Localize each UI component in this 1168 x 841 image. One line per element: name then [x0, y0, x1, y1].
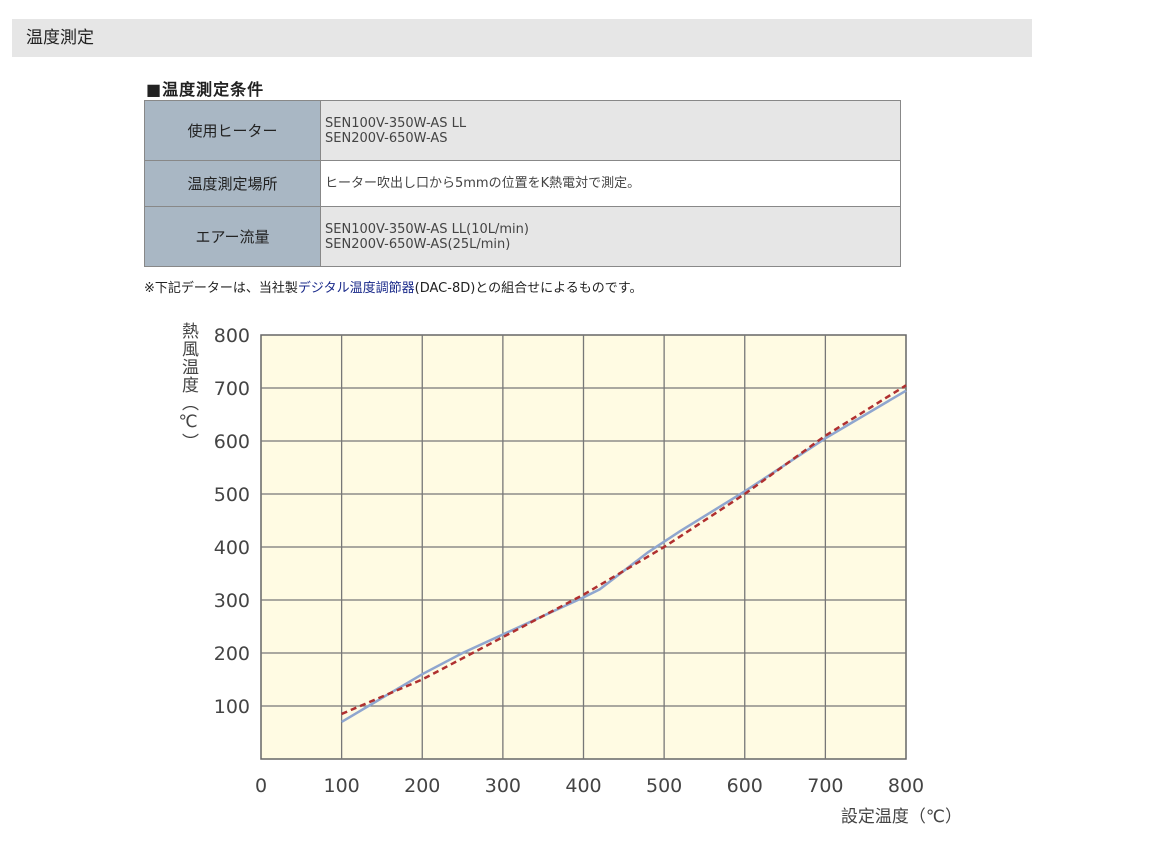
- y-axis-label: 熱風温度（℃）: [178, 322, 198, 451]
- row-value: SEN100V-350W-AS LL: [325, 115, 467, 131]
- controller-link[interactable]: デジタル温度調節器: [297, 281, 415, 296]
- y-tick-label: 600: [214, 431, 250, 453]
- data-note: ※下記データーは、当社製デジタル温度調節器(DAC-8D)との組合せによるもので…: [144, 277, 642, 296]
- row-value: SEN200V-650W-AS: [325, 130, 448, 146]
- x-tick-label: 800: [888, 775, 924, 797]
- x-tick-label: 400: [565, 775, 601, 797]
- y-tick-label: 300: [214, 590, 250, 612]
- row-value: SEN200V-650W-AS(25L/min): [325, 236, 511, 252]
- x-tick-label: 300: [485, 775, 521, 797]
- row-label: 温度測定場所: [144, 160, 321, 207]
- x-tick-label: 100: [323, 775, 359, 797]
- row-value: ヒーター吹出し口から5mmの位置をK熱電対で測定。: [325, 176, 641, 191]
- table-row: 使用ヒーター SEN100V-350W-AS LL SEN200V-650W-AS: [144, 100, 901, 161]
- conditions-title: ■温度測定条件: [146, 80, 265, 99]
- x-tick-label: 500: [646, 775, 682, 797]
- series-line-2: [341, 384, 907, 716]
- y-tick-label: 700: [214, 378, 250, 400]
- x-tick-label: 200: [404, 775, 440, 797]
- section-header: 温度測定: [12, 19, 1032, 57]
- row-value: SEN100V-350W-AS LL(10L/min): [325, 221, 529, 237]
- y-tick-label: 400: [214, 537, 250, 559]
- x-tick-label: 600: [727, 775, 763, 797]
- conditions-table: 使用ヒーター SEN100V-350W-AS LL SEN200V-650W-AS…: [144, 100, 901, 267]
- y-tick-label: 200: [214, 643, 250, 665]
- table-row: エアー流量 SEN100V-350W-AS LL(10L/min) SEN200V…: [144, 206, 901, 267]
- y-tick-label: 800: [214, 325, 250, 347]
- x-axis-label: 設定温度（℃）: [841, 807, 962, 827]
- x-tick-label: 700: [807, 775, 843, 797]
- y-tick-label: 500: [214, 484, 250, 506]
- y-tick-label: 100: [214, 696, 250, 718]
- x-tick-label: 0: [255, 775, 267, 797]
- note-text: ※下記データーは、当社製: [144, 281, 298, 296]
- note-text: (DAC-8D)との組合せによるものです。: [414, 281, 643, 296]
- row-label: エアー流量: [144, 206, 321, 267]
